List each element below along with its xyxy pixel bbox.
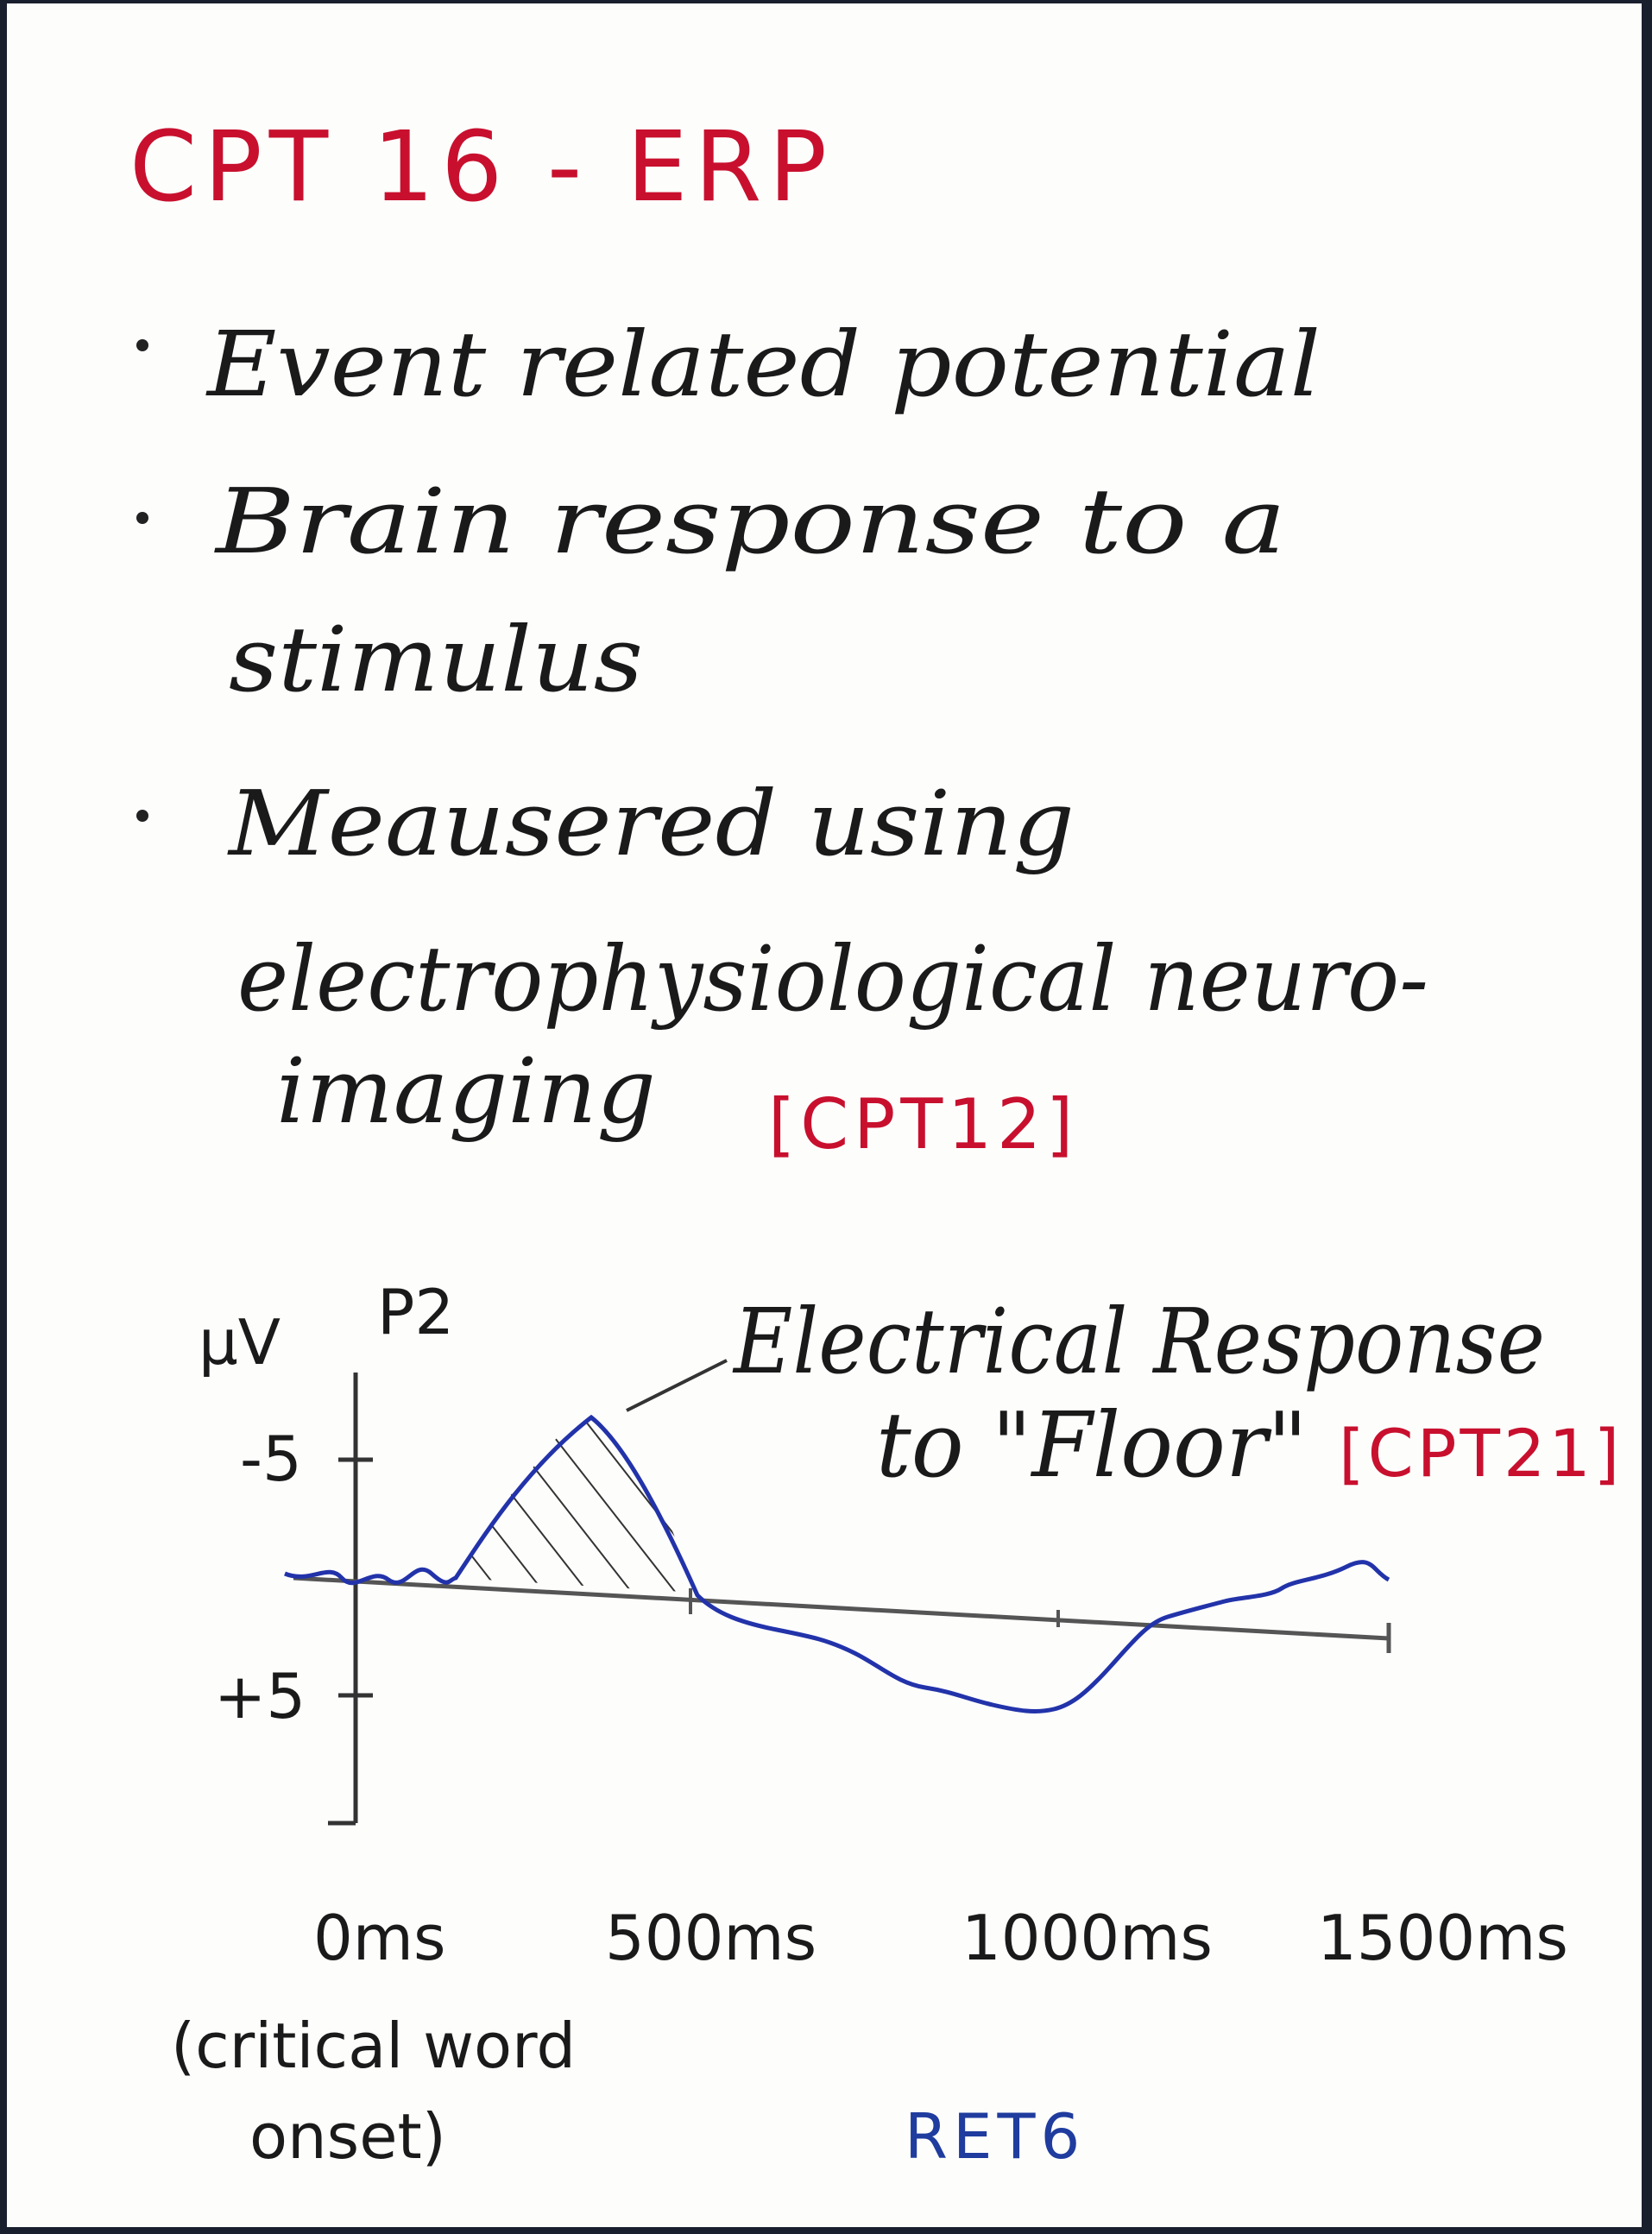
bullet-text: Meausered using [227,771,1075,876]
annotation: to "Floor" [876,1392,1308,1498]
footer-tag: RET6 [905,2100,1085,2173]
bullet-dot [136,512,148,524]
bullet-text: Event related potential [205,312,1321,417]
channel: P2 [377,1276,454,1348]
annotation: Electrical Response [732,1289,1545,1394]
onset-note: onset) [249,2100,446,2173]
onset-note: (critical word [171,2010,576,2082]
title: CPT 16 - ERP [129,111,834,224]
reference: [CPT12] [768,1084,1078,1164]
erp-waveform [284,1414,1390,1713]
bullet-text: imaging [276,1038,656,1144]
bullet-dot [136,339,148,351]
bullet-text: electrophysiological neuro- [237,926,1428,1032]
y-tick-label: +5 [214,1660,306,1732]
bullet-text: Brain response to a [214,469,1286,574]
x-label: 1000ms [962,1902,1213,1974]
y-tick-label: -5 [240,1423,302,1495]
x-label: 0ms [313,1902,445,1974]
bullet-text: stimulus [229,607,643,712]
x-label: 500ms [605,1902,817,1974]
baseline [293,1575,1390,1641]
y-unit: µV [199,1306,281,1379]
card-background [7,3,1642,2227]
reference: [CPT21] [1339,1415,1623,1492]
annotation-pointer [626,1359,728,1412]
bullet-dot [136,810,148,822]
x-label: 1500ms [1317,1902,1568,1974]
